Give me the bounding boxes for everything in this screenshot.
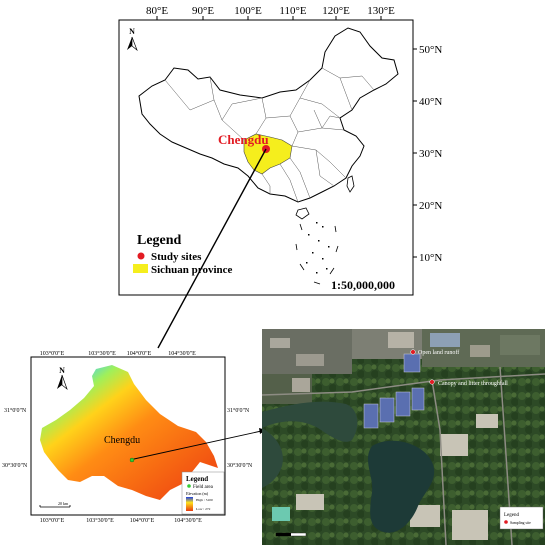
satellite-scale-bar — [275, 532, 307, 537]
south-china-sea-islands — [306, 222, 330, 274]
satellite-river-west — [262, 428, 283, 488]
legend-sichuan-province: Sichuan province — [151, 264, 233, 276]
chengdu-north-label: N — [59, 366, 65, 375]
field-area-legend-icon — [187, 484, 191, 488]
legend-field-area: Field area — [193, 485, 214, 490]
chengdu-scale-bar: 20 km — [39, 501, 71, 508]
chengdu-top-tick: 103°0'0"E — [40, 350, 65, 357]
china-right-tick: 20°N — [419, 200, 442, 212]
satellite-buildings-light — [272, 414, 498, 540]
satellite-buildings — [363, 353, 425, 429]
satellite-panel: Open land runoff Canopy and litter throu… — [261, 329, 546, 546]
chengdu-right-tick: 31°0'0"N — [227, 407, 250, 414]
china-north-label: N — [129, 27, 135, 36]
china-city-label: Chengdu — [218, 132, 269, 147]
connector-china-to-chengdu — [157, 148, 267, 349]
china-legend-title: Legend — [137, 233, 182, 248]
china-top-tick: 100°E — [234, 5, 262, 17]
sichuan-legend-swatch — [133, 264, 148, 273]
satellite-legend-title: Legend — [504, 513, 519, 518]
chengdu-bottom-tick: 103°0'0"E — [40, 517, 65, 524]
chengdu-top-tick: 103°30'0"E — [88, 350, 116, 357]
hainan-island — [295, 207, 310, 220]
connector-chengdu-to-satellite — [133, 429, 267, 460]
nine-dash-line — [295, 223, 339, 285]
chengdu-map-panel: 103°0'0"E 103°30'0"E 104°0'0"E 104°30'0"… — [2, 350, 253, 524]
china-top-tick: 90°E — [192, 5, 214, 17]
china-map-panel: 80°E 90°E 100°E 110°E 120°E 130°E 50°N 4… — [118, 5, 442, 296]
legend-low: Low : 272 — [196, 507, 211, 511]
taiwan-island — [346, 175, 355, 193]
field-area-marker-icon — [129, 457, 135, 463]
chengdu-top-tick: 104°0'0"E — [127, 350, 152, 357]
sampling-site-legend-icon — [504, 520, 508, 524]
chengdu-elevation-region — [40, 365, 218, 500]
china-top-tick: 130°E — [367, 5, 395, 17]
satellite-legend-item: Sampling site — [510, 521, 531, 525]
satellite-lake — [367, 440, 435, 533]
china-right-tick-marks — [413, 48, 417, 258]
china-right-tick: 40°N — [419, 96, 442, 108]
china-top-tick-marks — [156, 16, 382, 20]
province-boundaries — [164, 67, 375, 203]
study-sites-legend-icon — [137, 252, 145, 260]
satellite-legend-box — [499, 506, 544, 530]
canopy-sampling-site-icon — [429, 379, 435, 385]
china-right-tick: 10°N — [419, 252, 442, 264]
legend-study-sites: Study sites — [151, 251, 202, 263]
chengdu-left-tick: 31°0'0"N — [4, 407, 27, 414]
chengdu-top-tick: 104°30'0"E — [168, 350, 196, 357]
north-arrow-icon: N — [127, 27, 138, 52]
chengdu-city-label: Chengdu — [104, 435, 140, 446]
china-top-tick: 120°E — [322, 5, 350, 17]
china-top-tick: 80°E — [146, 5, 168, 17]
open-land-sampling-site-icon — [410, 349, 416, 355]
legend-high: High : 5100 — [196, 498, 213, 502]
satellite-label-open-land: Open land runoff — [418, 349, 459, 356]
elevation-color-ramp — [186, 497, 193, 511]
chengdu-bottom-tick: 103°30'0"E — [86, 517, 114, 524]
chengdu-north-arrow-icon: N — [57, 366, 68, 391]
chengdu-left-tick: 30°30'0"N — [2, 462, 28, 469]
satellite-river — [262, 401, 358, 442]
china-right-tick: 50°N — [419, 44, 442, 56]
chengdu-legend-title: Legend — [186, 475, 208, 483]
china-right-tick: 30°N — [419, 148, 442, 160]
chengdu-bottom-tick: 104°0'0"E — [130, 517, 155, 524]
legend-elevation: Elevation (m) — [186, 491, 209, 496]
china-map-scale: 1:50,000,000 — [331, 278, 395, 292]
satellite-urban-areas — [262, 329, 545, 404]
chengdu-bottom-tick: 104°30'0"E — [174, 517, 202, 524]
china-top-tick: 110°E — [279, 5, 306, 17]
chengdu-right-tick: 30°30'0"N — [227, 462, 253, 469]
satellite-label-canopy: Canopy and litter throughfall — [438, 380, 508, 387]
chengdu-scale-label: 20 km — [58, 501, 69, 506]
